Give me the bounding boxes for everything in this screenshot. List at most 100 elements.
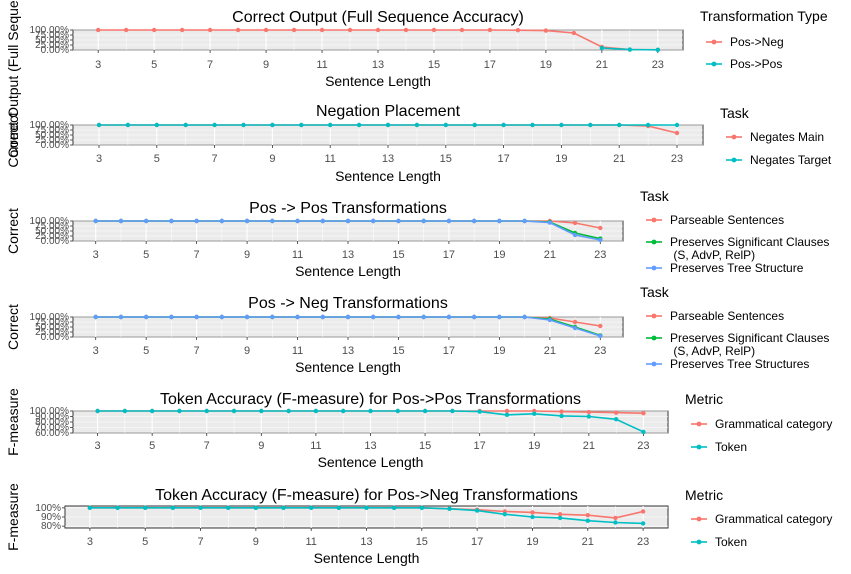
data-point: [371, 314, 376, 320]
data-point: [450, 408, 455, 414]
x-tick-label: 21: [583, 440, 595, 452]
chart-panel-2: 0.00%25.00%50.00%75.00%100.00% 3 5 7 9 11 13 15…: [5, 103, 832, 184]
data-point: [598, 225, 603, 231]
legend: Metric Grammatical category Token: [685, 391, 832, 454]
data-point: [422, 408, 428, 414]
legend-key-point: [711, 61, 717, 67]
x-tick-label: 5: [154, 153, 160, 165]
data-point: [212, 122, 217, 128]
y-tick-label: 100.00%: [30, 406, 70, 417]
x-tick-label: 7: [207, 59, 213, 71]
data-point: [143, 218, 149, 224]
legend-key-point: [651, 265, 657, 271]
x-tick-label: 19: [555, 153, 567, 165]
data-point: [515, 28, 521, 33]
chart-panel-4: 0.00%25.00%50.00%75.00%100.00% 3 5 7 9 11 13 15…: [5, 284, 829, 375]
data-point: [118, 218, 124, 224]
data-point: [547, 220, 553, 225]
x-tick-label: 9: [269, 153, 275, 165]
legend-title: Task: [640, 188, 670, 204]
data-point: [371, 218, 376, 224]
data-point: [115, 505, 120, 511]
y-tick-label: 90%: [41, 512, 61, 523]
x-tick-label: 13: [372, 59, 384, 71]
chart-panel-6: 80%90%100% 3 5 7 9 11 13 15 17 19 21 23 Token Accura…: [5, 483, 832, 566]
data-point: [419, 505, 425, 511]
data-point: [421, 218, 426, 224]
data-point: [459, 27, 465, 33]
legend-key-point: [696, 421, 702, 427]
x-tick-label: 7: [194, 345, 200, 357]
y-tick-label: 50.00%: [35, 322, 69, 333]
data-point: [414, 122, 420, 128]
data-point: [241, 122, 246, 128]
x-tick-label: 3: [95, 440, 101, 452]
data-point: [613, 520, 618, 525]
y-tick-label: 75.00%: [35, 317, 69, 328]
data-point: [96, 122, 102, 128]
data-point: [674, 130, 680, 136]
data-point: [231, 408, 237, 414]
x-tick-label: 17: [484, 59, 496, 71]
data-point: [641, 411, 646, 416]
x-tick-label: 15: [392, 249, 404, 261]
x-tick-label: 11: [324, 153, 335, 165]
y-axis-label: F-measure: [5, 388, 21, 456]
data-point: [446, 314, 452, 320]
data-point: [328, 122, 333, 128]
legend: Metric Grammatical category Token: [685, 487, 832, 549]
data-point: [572, 232, 578, 238]
x-axis-label: Sentence Length: [295, 263, 401, 279]
data-point: [356, 122, 362, 128]
x-tick-label: 7: [204, 440, 210, 452]
data-point: [87, 505, 93, 511]
data-point: [532, 411, 537, 416]
x-tick-label: 11: [292, 249, 303, 261]
data-point: [530, 514, 535, 520]
data-point: [586, 414, 592, 419]
x-tick-label: 21: [613, 153, 625, 165]
data-point: [225, 505, 231, 511]
data-point: [299, 122, 304, 128]
data-point: [179, 27, 185, 33]
data-point: [364, 505, 369, 511]
x-tick-label: 7: [194, 249, 200, 261]
data-point: [319, 27, 325, 33]
x-tick-label: 19: [526, 536, 538, 548]
data-point: [431, 27, 437, 33]
legend-label: Parseable Sentences: [670, 213, 784, 227]
x-tick-label: 17: [474, 440, 486, 452]
x-tick-label: 23: [594, 249, 606, 261]
legend-key-point: [651, 361, 657, 367]
data-point: [93, 218, 98, 224]
x-tick-label: 15: [392, 345, 404, 357]
data-point: [291, 27, 297, 33]
data-point: [559, 122, 564, 128]
x-tick-label: 19: [493, 249, 505, 261]
legend-label: Grammatical category: [715, 417, 832, 431]
x-axis-label: Sentence Length: [335, 168, 441, 184]
x-tick-label: 21: [544, 345, 556, 357]
data-point: [557, 512, 563, 517]
chart-title: Token Accuracy (F-measure) for Pos->Pos …: [160, 391, 581, 408]
x-tick-label: 9: [253, 536, 259, 548]
x-tick-label: 3: [93, 345, 99, 357]
data-point: [471, 314, 477, 320]
chart-title: Pos -> Neg Transformations: [248, 295, 448, 312]
data-point: [235, 27, 241, 33]
data-point: [443, 122, 448, 128]
x-tick-label: 5: [151, 59, 157, 71]
data-point: [641, 429, 646, 435]
x-tick-label: 19: [493, 345, 505, 357]
y-axis-label: Correct: [5, 112, 21, 158]
data-point: [557, 515, 563, 521]
legend-key-point: [696, 539, 702, 545]
chart-panel-1: 0.00%25.00%50.00%75.00%100.00%3 5 7 9 11 13 15…: [5, 0, 828, 168]
y-tick-label: 70.00%: [35, 423, 69, 434]
data-point: [263, 27, 269, 33]
y-tick-label: 80.00%: [35, 417, 69, 428]
data-point: [313, 408, 319, 414]
